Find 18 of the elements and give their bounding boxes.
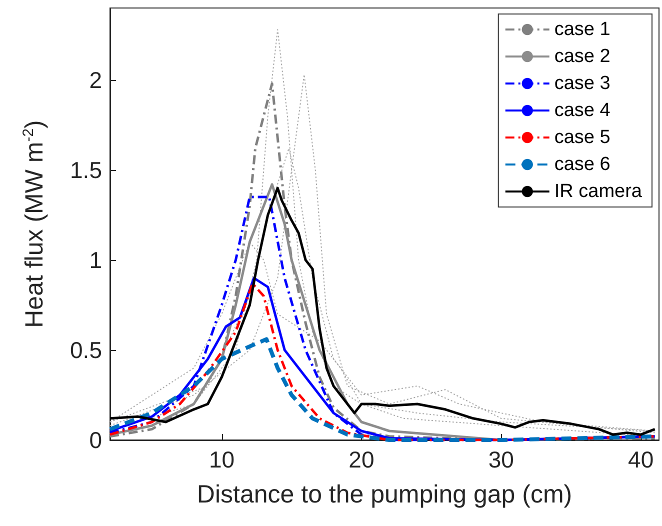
legend-label: IR camera xyxy=(554,181,642,202)
x-tick-label: 40 xyxy=(628,446,654,472)
x-tick-label: 20 xyxy=(348,446,374,472)
legend-label: case 6 xyxy=(554,154,610,175)
y-tick-label: 1.5 xyxy=(70,157,102,183)
y-tick-label: 0.5 xyxy=(70,337,102,363)
legend-label: case 1 xyxy=(554,19,610,40)
x-tick-label: 10 xyxy=(208,446,235,472)
legend-label: case 4 xyxy=(554,100,611,121)
legend-label: case 5 xyxy=(554,127,610,148)
y-tick-label: 2 xyxy=(89,67,102,93)
x-tick-label: 30 xyxy=(488,446,514,472)
y-tick-label: 1 xyxy=(89,247,102,273)
y-axis-title: Heat flux (MW m-2) xyxy=(20,120,48,328)
legend-label: case 3 xyxy=(554,73,610,94)
x-axis-title: Distance to the pumping gap (cm) xyxy=(196,480,572,508)
y-tick-label: 0 xyxy=(89,427,102,453)
legend-label: case 2 xyxy=(554,46,610,67)
